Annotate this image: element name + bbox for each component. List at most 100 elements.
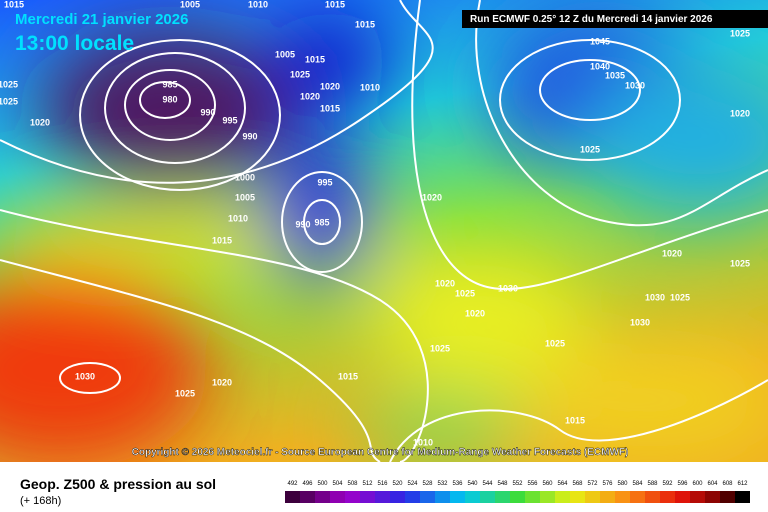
isobar-label: 1025 [670,292,690,302]
isobar-label: 1025 [545,338,565,348]
isobar-label: 1025 [430,343,450,353]
isobar-label: 1030 [630,317,650,327]
isobar-label: 1010 [248,0,268,9]
isobar-label: 1020 [212,377,232,387]
isobar-label: 1030 [75,371,95,381]
scale-swatch [285,491,300,503]
isobar-label: 1015 [355,19,375,29]
scale-swatch [435,491,450,503]
scale-label: 588 [647,481,658,487]
copyright: Copyright © 2026 Meteociel.fr - Source E… [132,447,629,458]
scale-swatch [630,491,645,503]
scale-swatch [690,491,705,503]
run-info: Run ECMWF 0.25° 12 Z du Mercredi 14 janv… [470,14,713,25]
isobar-label: 995 [317,177,332,187]
scale-swatch [555,491,570,503]
isobar-label: 1020 [30,117,50,127]
scale-swatch [540,491,555,503]
isobar-label: 1025 [0,79,18,89]
scale-swatch [405,491,420,503]
scale-label: 504 [332,481,343,487]
isobar-label: 1030 [625,80,645,90]
isobar-label: 1015 [325,0,345,9]
scale-swatch [645,491,660,503]
scale-swatch [615,491,630,503]
isobar-label: 985 [162,79,177,89]
scale-label: 540 [467,481,478,487]
isobar-label: 1025 [730,258,750,268]
isobar-label: 1020 [730,108,750,118]
scale-label: 508 [347,481,358,487]
scale-label: 568 [572,481,583,487]
run-box [462,10,768,28]
scale-swatch [390,491,405,503]
isobar-label: 1015 [4,0,24,9]
scale-swatch [660,491,675,503]
scale-swatch [330,491,345,503]
isobar-label: 1020 [320,81,340,91]
footer [0,462,768,512]
isobar-label: 1015 [320,103,340,113]
isobar-label: 1045 [590,36,610,46]
scale-swatch [585,491,600,503]
isobar-label: 1025 [0,96,18,106]
scale-label: 500 [317,481,328,487]
scale-label: 556 [527,481,538,487]
scale-swatch [735,491,750,503]
scale-label: 496 [302,481,313,487]
isobar-label: 1010 [413,437,433,447]
footer-title: Geop. Z500 & pression au sol [20,476,216,492]
footer-lead: (+ 168h) [20,495,61,507]
scale-swatch [675,491,690,503]
scale-swatch [360,491,375,503]
scale-swatch [510,491,525,503]
scale-label: 492 [287,481,298,487]
isobar-label: 1030 [645,292,665,302]
scale-label: 536 [452,481,463,487]
scale-label: 604 [707,481,718,487]
isobar-label: 1010 [360,82,380,92]
scale-label: 596 [677,481,688,487]
scale-label: 576 [602,481,613,487]
scale-swatch [720,491,735,503]
isobar-label: 990 [295,219,310,229]
isobar-label: 990 [200,107,215,117]
isobar-labels: 1015 1005 1010 1015 1015 1025 1025 1020 985 980 99… [0,0,750,447]
isobar-label: 1015 [565,415,585,425]
isobar-label: 1005 [235,192,255,202]
scale-label: 584 [632,481,643,487]
scale-label: 564 [557,481,568,487]
scale-swatch [345,491,360,503]
scale-label: 600 [692,481,703,487]
isobar-label: 1020 [422,192,442,202]
isobar-label: 1020 [662,248,682,258]
isobar-label: 1025 [175,388,195,398]
scale-swatch [465,491,480,503]
scale-label: 524 [407,481,418,487]
scale-label: 552 [512,481,523,487]
isobar-label: 1020 [300,91,320,101]
scale-swatch [480,491,495,503]
isobar-label: 1015 [338,371,358,381]
scale-swatch [300,491,315,503]
map-field: 1015 1005 1010 1015 1015 1025 1025 1020 985 980 99… [0,0,768,470]
scale-label: 520 [392,481,403,487]
scale-swatch [450,491,465,503]
scale-swatch [495,491,510,503]
scale-label: 548 [497,481,508,487]
scale-label: 612 [737,481,748,487]
scale-swatch [570,491,585,503]
isobar-label: 995 [222,115,237,125]
isobar-label: 1005 [180,0,200,9]
isobar-label: 980 [162,94,177,104]
isobar-label: 1025 [580,144,600,154]
scale-swatch [375,491,390,503]
scale-label: 580 [617,481,628,487]
isobar-label: 1020 [435,278,455,288]
scale-swatch [315,491,330,503]
isobars [0,0,768,462]
forecast-date: Mercredi 21 janvier 2026 [15,11,188,28]
forecast-time: 13:00 locale [15,32,134,55]
scale-swatch [525,491,540,503]
